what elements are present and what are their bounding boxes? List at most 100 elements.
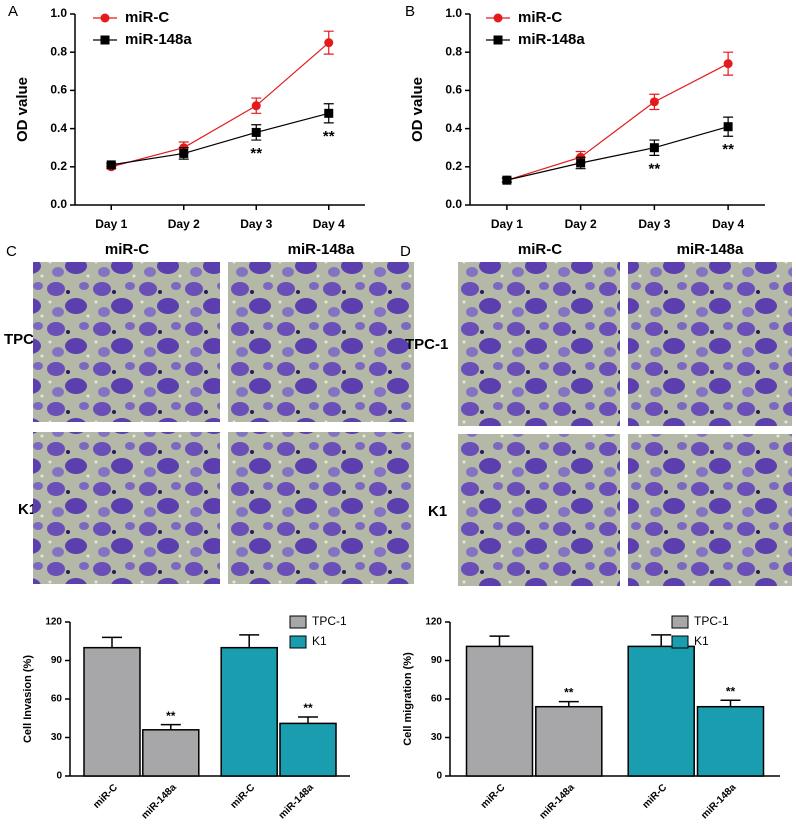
y-tick-label: 0.2	[445, 159, 462, 173]
y-tick-label: 60	[51, 694, 63, 705]
micrograph	[458, 434, 620, 586]
marker	[106, 160, 116, 170]
panel-label: C	[6, 243, 17, 260]
legend-marker	[493, 35, 503, 45]
x-tick-label: miR-C	[91, 782, 120, 811]
line	[111, 42, 330, 168]
error-bar	[720, 699, 741, 707]
y-tick-label: 0.4	[50, 121, 67, 135]
legend-label: K1	[694, 634, 709, 648]
legend-label: miR-C	[518, 9, 562, 26]
marker	[723, 59, 733, 69]
legend-swatch	[289, 615, 307, 629]
legend-label: miR-148a	[125, 31, 192, 48]
panel-label: D	[400, 243, 411, 260]
bar	[142, 729, 200, 777]
error-bar	[651, 634, 672, 647]
marker	[502, 175, 512, 185]
y-tick-label: 0.8	[50, 44, 67, 58]
micrograph	[228, 262, 414, 422]
significance: **	[726, 684, 736, 698]
error-bar	[239, 634, 260, 648]
significance: **	[303, 701, 313, 715]
marker	[251, 101, 261, 111]
significance: **	[649, 160, 661, 177]
y-tick-label: 1.0	[50, 6, 67, 20]
legend-swatch	[289, 635, 307, 649]
legend-label: TPC-1	[694, 614, 729, 628]
x-tick-label: Day 2	[168, 217, 200, 231]
x-tick-label: Day 4	[313, 217, 345, 231]
micrograph	[33, 262, 220, 422]
y-axis-label: OD value	[14, 77, 31, 142]
y-tick-label: 90	[431, 655, 443, 666]
x-tick-label: Day 3	[240, 217, 272, 231]
legend-label: miR-148a	[518, 31, 585, 48]
x-tick-label: miR-C	[479, 782, 508, 811]
x-tick-label: Day 3	[638, 217, 670, 231]
micrograph	[628, 262, 792, 426]
marker	[576, 158, 586, 168]
error-bar	[160, 723, 181, 730]
y-tick-label: 30	[431, 732, 443, 743]
legend-marker	[100, 13, 110, 23]
legend-label: miR-C	[125, 9, 169, 26]
bar	[279, 722, 337, 777]
y-axis-label: Cell migration (%)	[402, 652, 414, 746]
x-tick-label: Day 4	[712, 217, 744, 231]
y-tick-label: 120	[425, 617, 442, 628]
micrograph-panel-d: D miR-C miR-148a TPC-1 K1	[400, 241, 792, 586]
x-tick-label: miR-148a	[538, 782, 578, 822]
bar	[696, 705, 765, 777]
marker	[723, 122, 733, 132]
y-tick-label: 0	[436, 771, 442, 782]
y-tick-label: 0.6	[445, 83, 462, 97]
marker	[649, 143, 659, 153]
error-bar	[558, 700, 579, 707]
micrograph	[33, 432, 220, 584]
row-label: K1	[428, 503, 447, 520]
row-label: K1	[18, 501, 37, 518]
marker	[649, 97, 659, 107]
panel-label: B	[405, 3, 415, 20]
significance: **	[166, 709, 176, 723]
bar	[465, 645, 534, 777]
micrograph	[228, 432, 414, 584]
micrograph	[458, 262, 620, 426]
y-tick-label: 30	[51, 732, 63, 743]
bar	[83, 646, 141, 777]
line	[111, 112, 329, 166]
marker	[324, 38, 334, 48]
x-tick-label: Day 2	[565, 217, 597, 231]
panel-label: A	[8, 3, 18, 20]
x-tick-label: miR-148a	[277, 782, 317, 822]
y-tick-label: 0.6	[50, 83, 67, 97]
line	[506, 126, 729, 181]
bar	[220, 646, 278, 777]
x-tick-label: miR-148a	[140, 782, 180, 822]
x-tick-label: miR-148a	[699, 782, 739, 822]
y-axis-label: OD value	[409, 77, 426, 142]
column-label: miR-148a	[677, 241, 744, 258]
significance: **	[564, 686, 574, 700]
line	[506, 63, 729, 181]
legend-marker	[100, 35, 110, 45]
significance: **	[250, 145, 262, 162]
micrograph-panel-c: C miR-C miR-148a TPC-1 K1	[4, 241, 414, 584]
legend-marker	[493, 13, 503, 23]
y-axis-label: Cell Invasion (%)	[22, 655, 34, 743]
column-label: miR-148a	[288, 241, 355, 258]
y-tick-label: 0.4	[445, 121, 462, 135]
x-tick-label: Day 1	[95, 217, 127, 231]
x-tick-label: Day 1	[491, 217, 523, 231]
marker	[324, 108, 334, 118]
legend-swatch	[671, 635, 689, 649]
x-tick-label: miR-C	[641, 782, 670, 811]
y-tick-label: 0.0	[445, 197, 462, 211]
row-label: TPC-1	[405, 336, 448, 353]
legend-label: TPC-1	[312, 614, 347, 628]
y-tick-label: 1.0	[445, 6, 462, 20]
legend-swatch	[671, 615, 689, 629]
bar	[535, 705, 603, 777]
